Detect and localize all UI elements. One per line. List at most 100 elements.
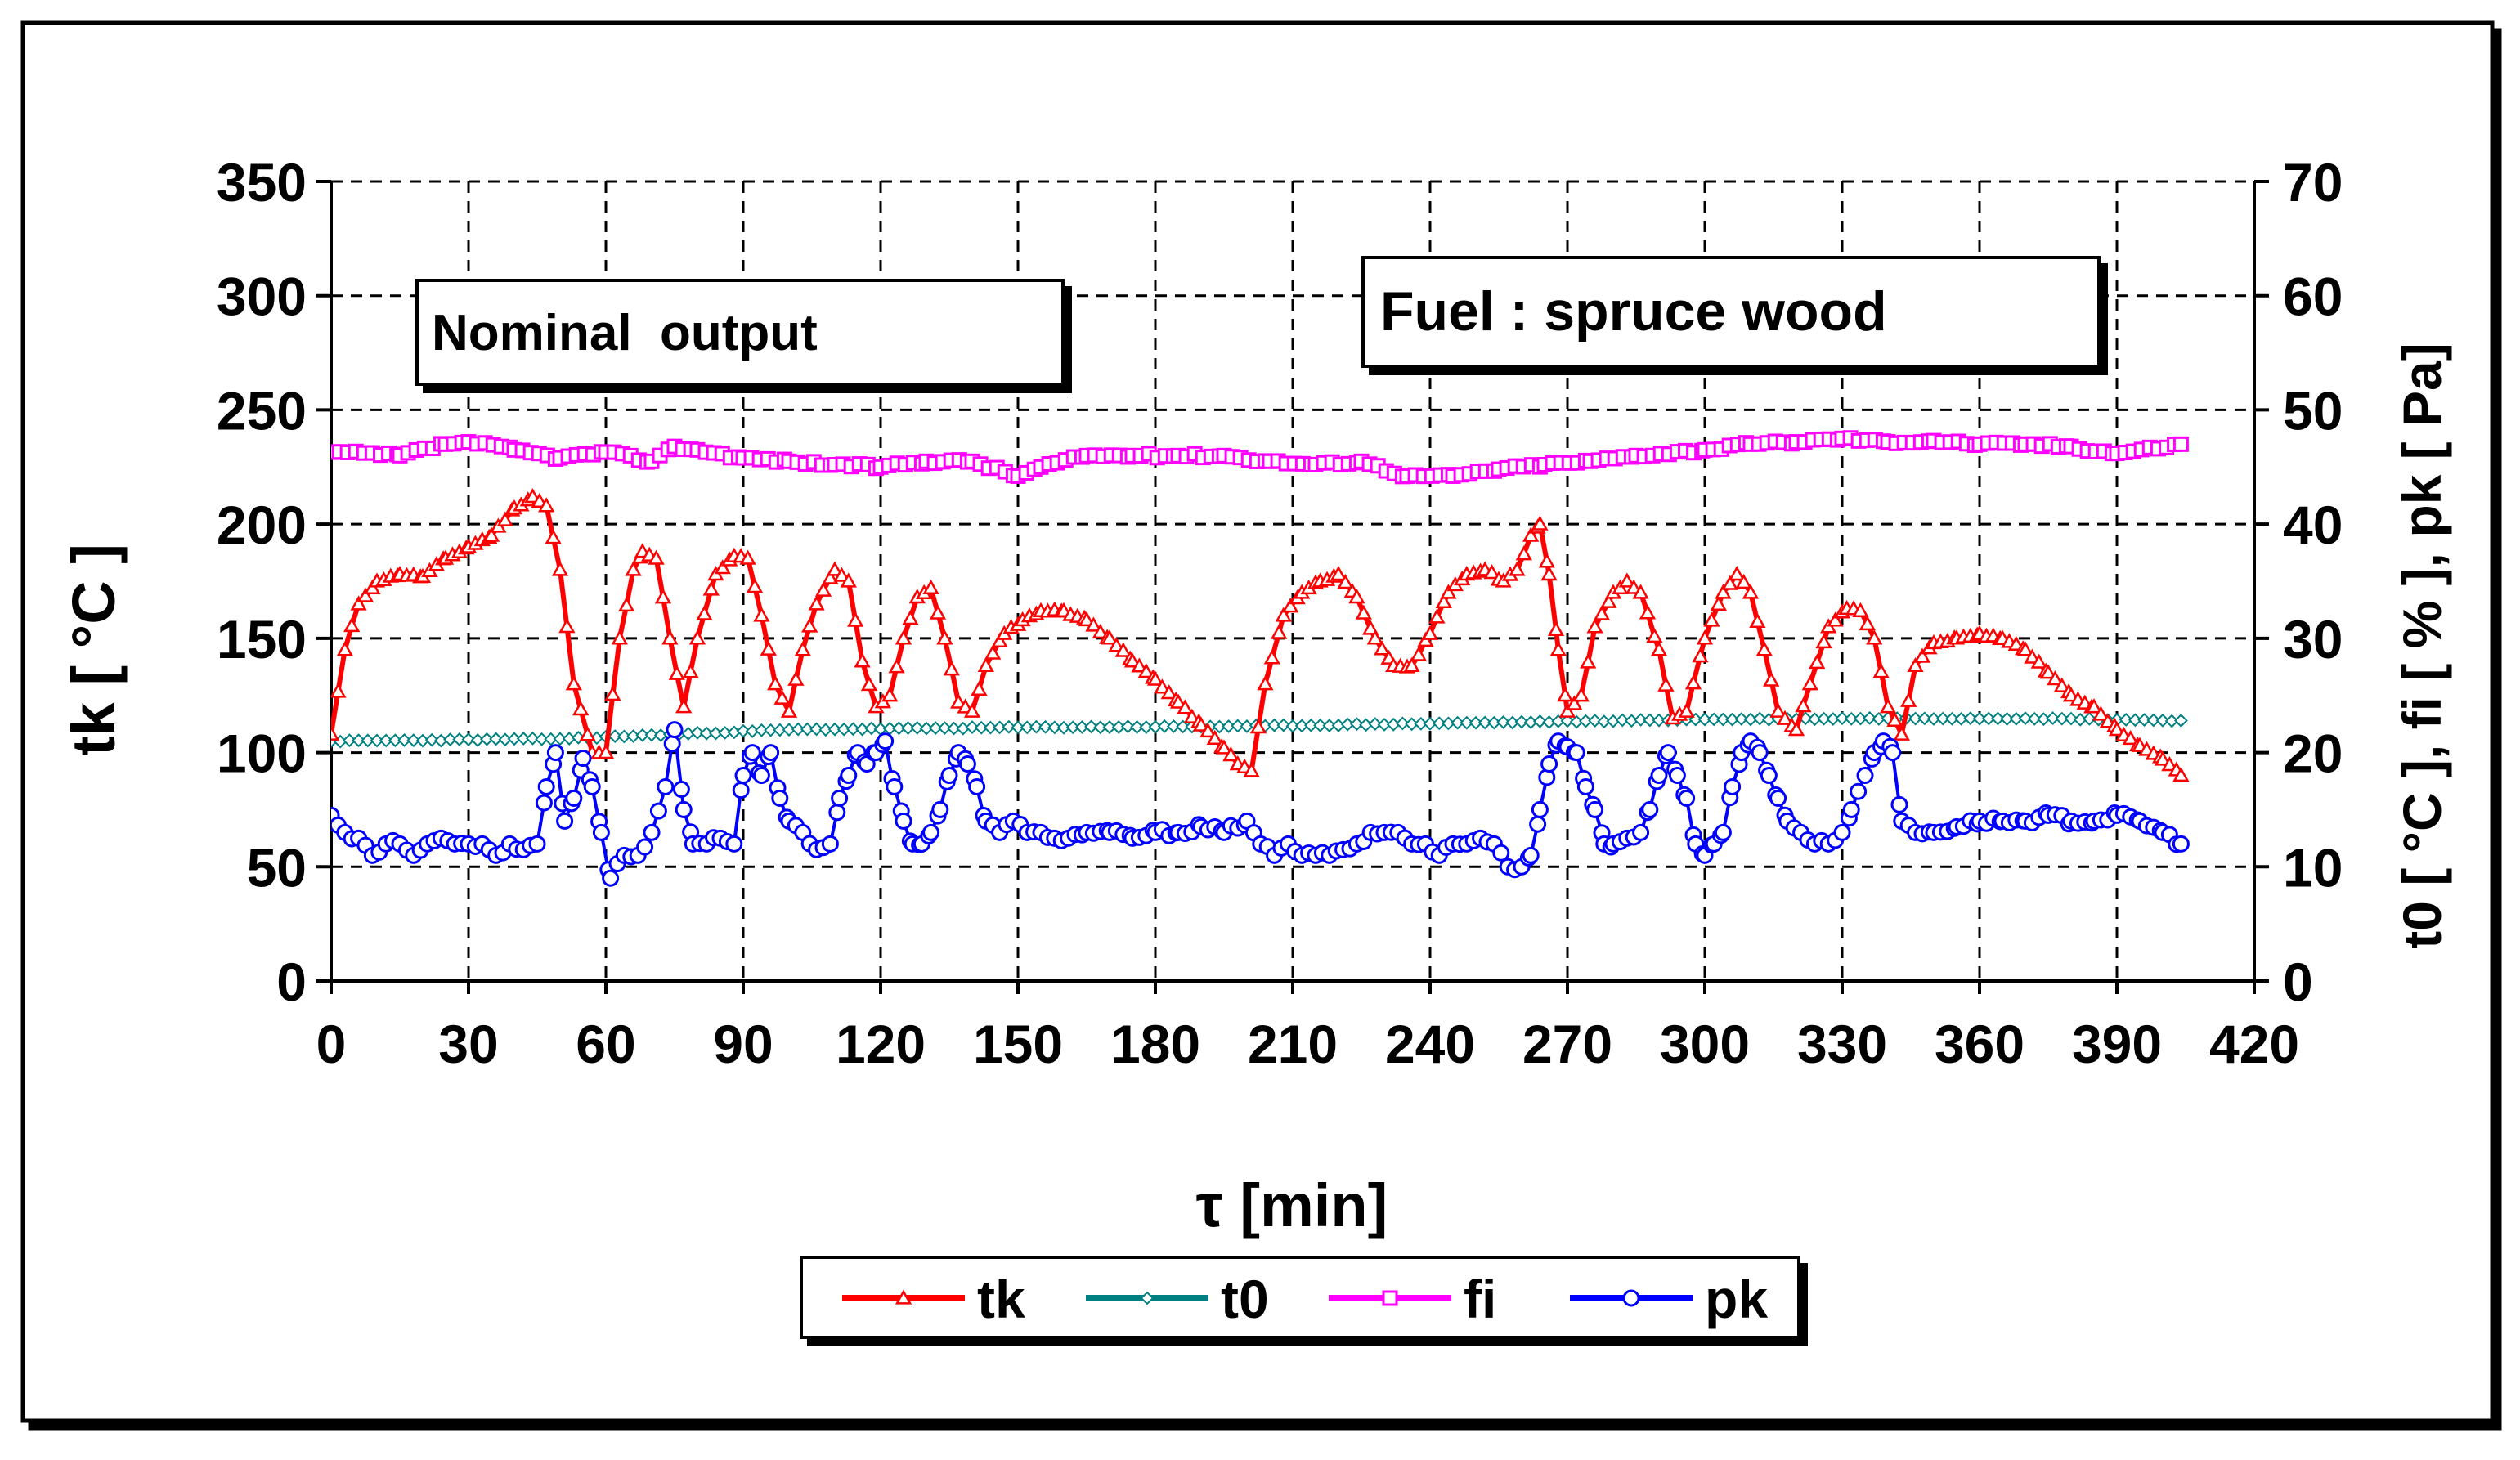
point-tk-224 [1715, 584, 1732, 599]
x-tick-label-420: 420 [2209, 1014, 2299, 1074]
point-t0-180 [1972, 711, 1987, 726]
point-tk-67 [739, 549, 756, 565]
point-t0-181 [1981, 711, 1996, 726]
point-tk-39 [558, 617, 576, 634]
point-tk-212 [1639, 604, 1657, 620]
point-pk-42 [583, 777, 601, 795]
point-t0-13 [443, 732, 458, 746]
point-tk-206 [1600, 593, 1617, 608]
point-t0-47 [754, 723, 769, 737]
point-tk-230 [1755, 641, 1773, 656]
point-t0-176 [1935, 711, 1950, 726]
point-tk-222 [1703, 611, 1720, 627]
point-t0-182 [1990, 711, 2005, 726]
point-tk-151 [1271, 624, 1288, 639]
point-tk-137 [1183, 708, 1200, 723]
point-pk-233 [1668, 767, 1686, 785]
y2-tick-label-30: 30 [2283, 609, 2343, 670]
point-pk-34 [546, 744, 564, 762]
point-t0-17 [479, 732, 494, 746]
point-tk-223 [1710, 595, 1727, 611]
point-tk-89 [888, 658, 905, 674]
point-tk-83 [847, 611, 864, 627]
point-tk-68 [746, 578, 764, 593]
point-t0-64 [910, 720, 925, 735]
point-t0-74 [1002, 719, 1016, 734]
point-t0-103 [1267, 718, 1282, 732]
point-t0-202 [2173, 714, 2188, 728]
point-pk-31 [535, 794, 553, 812]
y2-tick-label-50: 50 [2283, 380, 2343, 441]
point-t0-124 [1460, 715, 1474, 730]
point-tk-161 [1330, 566, 1347, 581]
point-pk-217 [1586, 800, 1604, 818]
point-pk-98 [886, 777, 904, 795]
point-tk-60 [696, 605, 713, 620]
y-tick-label-350: 350 [217, 152, 307, 213]
x-tick-label-60: 60 [576, 1014, 635, 1074]
point-pk-205 [1531, 800, 1549, 818]
point-t0-111 [1340, 717, 1355, 732]
point-tk-135 [1169, 693, 1187, 709]
point-tk-132 [1154, 678, 1171, 694]
point-t0-52 [800, 722, 814, 737]
point-tk-37 [545, 529, 562, 544]
annotation-fuel-text: Fuel : spruce wood [1380, 280, 1887, 343]
point-tk-136 [1177, 699, 1194, 714]
point-t0-107 [1303, 718, 1318, 732]
point-t0-14 [452, 732, 467, 746]
point-t0-45 [736, 723, 751, 738]
point-tk-76 [801, 617, 818, 633]
point-t0-57 [845, 722, 860, 737]
point-t0-21 [516, 732, 531, 746]
point-t0-192 [2082, 711, 2096, 726]
point-tk-61 [702, 580, 720, 596]
point-pk-213 [1567, 744, 1585, 762]
point-pk-66 [725, 835, 743, 853]
point-t0-81 [1065, 720, 1080, 735]
point-t0-75 [1011, 720, 1025, 735]
point-tk-120 [1085, 616, 1102, 632]
point-tk-144 [1222, 746, 1240, 762]
point-t0-32 [617, 729, 631, 744]
point-pk-275 [1884, 744, 1902, 762]
point-t0-41 [699, 726, 714, 741]
point-pk-68 [734, 767, 752, 785]
point-tk-186 [1483, 564, 1500, 580]
x-tick-label-90: 90 [713, 1014, 773, 1074]
x-tick-label-240: 240 [1385, 1014, 1475, 1074]
point-pk-207 [1540, 755, 1558, 773]
point-tk-233 [1776, 710, 1794, 725]
y-tick-label-150: 150 [217, 609, 307, 670]
point-t0-126 [1477, 715, 1492, 730]
point-pk-225 [1632, 823, 1650, 841]
point-tk-203 [1580, 653, 1597, 669]
point-t0-109 [1322, 719, 1337, 733]
point-tk-94 [922, 579, 939, 595]
point-tk-285 [2092, 705, 2110, 721]
point-t0-79 [1047, 720, 1062, 735]
point-t0-15 [461, 732, 476, 747]
point-tk-190 [1509, 561, 1526, 576]
point-tk-46 [604, 686, 621, 701]
point-t0-128 [1496, 714, 1511, 729]
x-tick-label-360: 360 [1935, 1014, 2025, 1074]
point-tk-210 [1625, 579, 1643, 594]
point-tk-226 [1729, 566, 1746, 581]
point-tk-232 [1769, 702, 1787, 718]
x-tick-label-330: 330 [1797, 1014, 1887, 1074]
point-t0-119 [1414, 716, 1428, 731]
point-tk-176 [1421, 625, 1439, 640]
point-t0-177 [1944, 711, 1959, 726]
point-tk-121 [1092, 623, 1109, 639]
point-t0-197 [2128, 713, 2142, 728]
point-t0-165 [1835, 711, 1850, 726]
point-pk-44 [592, 823, 610, 841]
point-t0-156 [1752, 711, 1767, 726]
point-tk-177 [1428, 608, 1446, 624]
point-tk-241 [1827, 611, 1844, 627]
point-t0-59 [864, 721, 879, 736]
point-tk-191 [1515, 545, 1532, 561]
